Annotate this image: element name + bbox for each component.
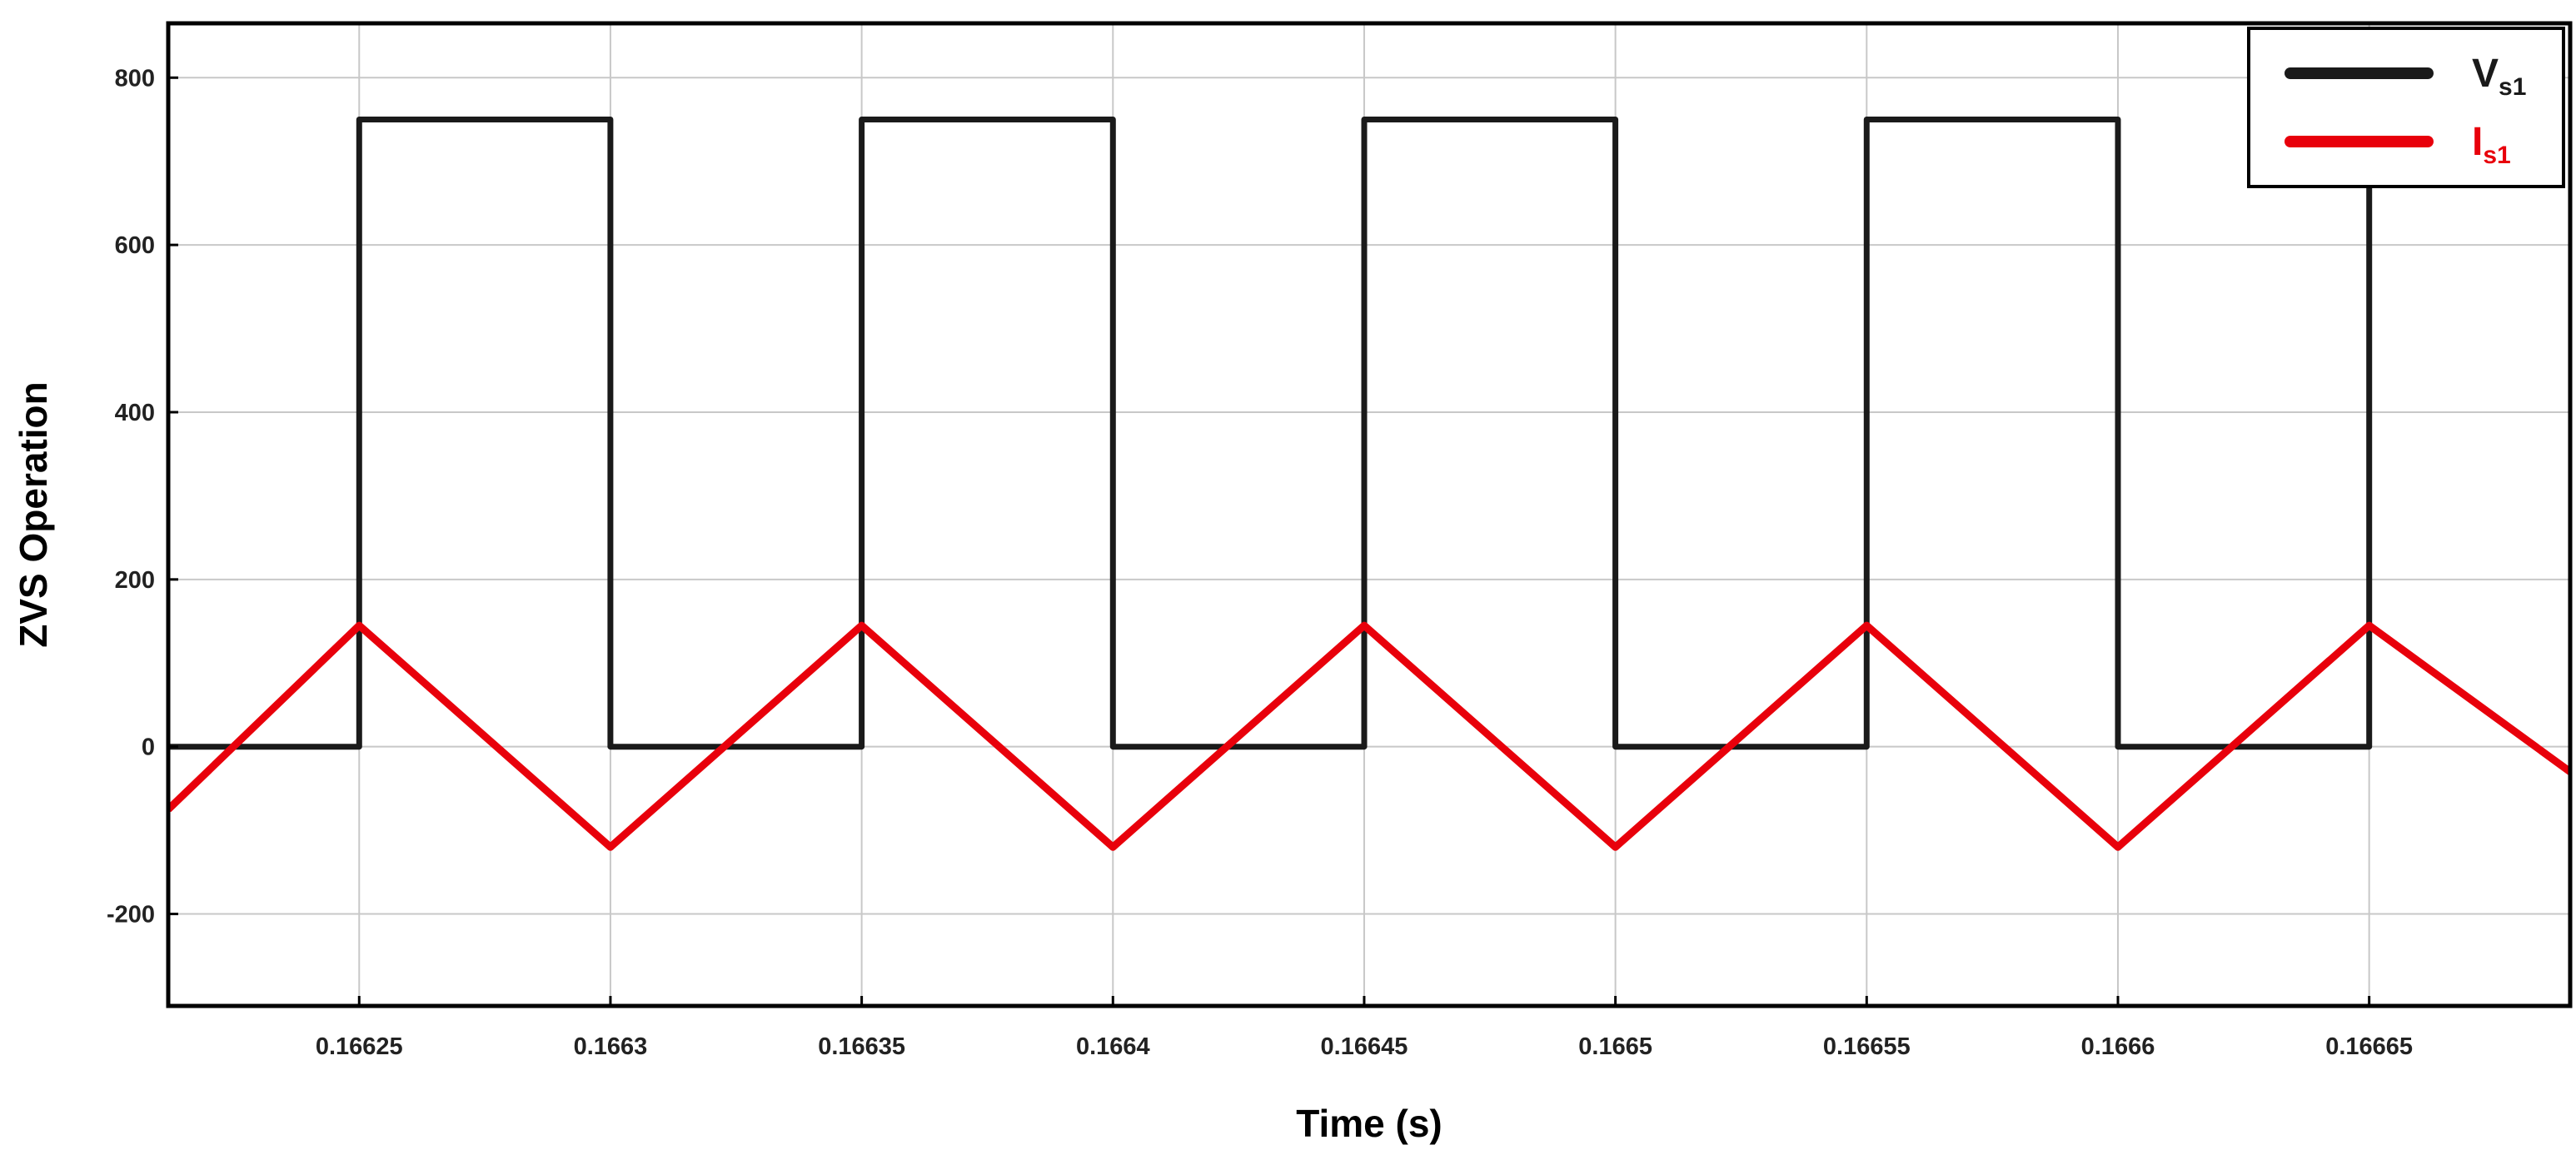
x-tick-label: 0.16635	[818, 1033, 905, 1060]
x-tick-label: 0.1663	[574, 1033, 648, 1060]
series-line-vs1	[168, 117, 2373, 750]
x-tick-label: 0.1665	[1578, 1033, 1652, 1060]
y-tick-label: 600	[115, 232, 155, 259]
y-tick-labels: -200 0 200 400 600 800	[107, 65, 178, 928]
x-tick-label: 0.1666	[2081, 1033, 2155, 1060]
series-layer	[168, 117, 2570, 851]
y-tick-label: 400	[115, 400, 155, 426]
y-axis-title: ZVS Operation	[12, 381, 55, 647]
x-tick-label: 0.1664	[1076, 1033, 1150, 1060]
y-tick-label: 200	[115, 567, 155, 594]
x-axis-title: Time (s)	[1296, 1102, 1442, 1145]
plot-frame	[166, 21, 2573, 1008]
series-line-is1	[168, 621, 2570, 851]
x-tick-label: 0.16625	[316, 1033, 403, 1060]
y-tick-label: 0	[142, 734, 155, 761]
x-tick-label: 0.16655	[1823, 1033, 1911, 1060]
x-tick-label: 0.16645	[1321, 1033, 1408, 1060]
x-tick-label: 0.16665	[2325, 1033, 2413, 1060]
legend-label: Vs1	[2472, 52, 2526, 101]
y-tick-label: -200	[107, 902, 155, 928]
grid	[168, 23, 2570, 1006]
x-tick-labels: 0.16625 0.1663 0.16635 0.1664 0.16645 0.1665 0…	[316, 996, 2413, 1060]
legend-label: Is1	[2472, 120, 2511, 169]
y-tick-label: 800	[115, 65, 155, 92]
legend-box	[2247, 27, 2565, 188]
